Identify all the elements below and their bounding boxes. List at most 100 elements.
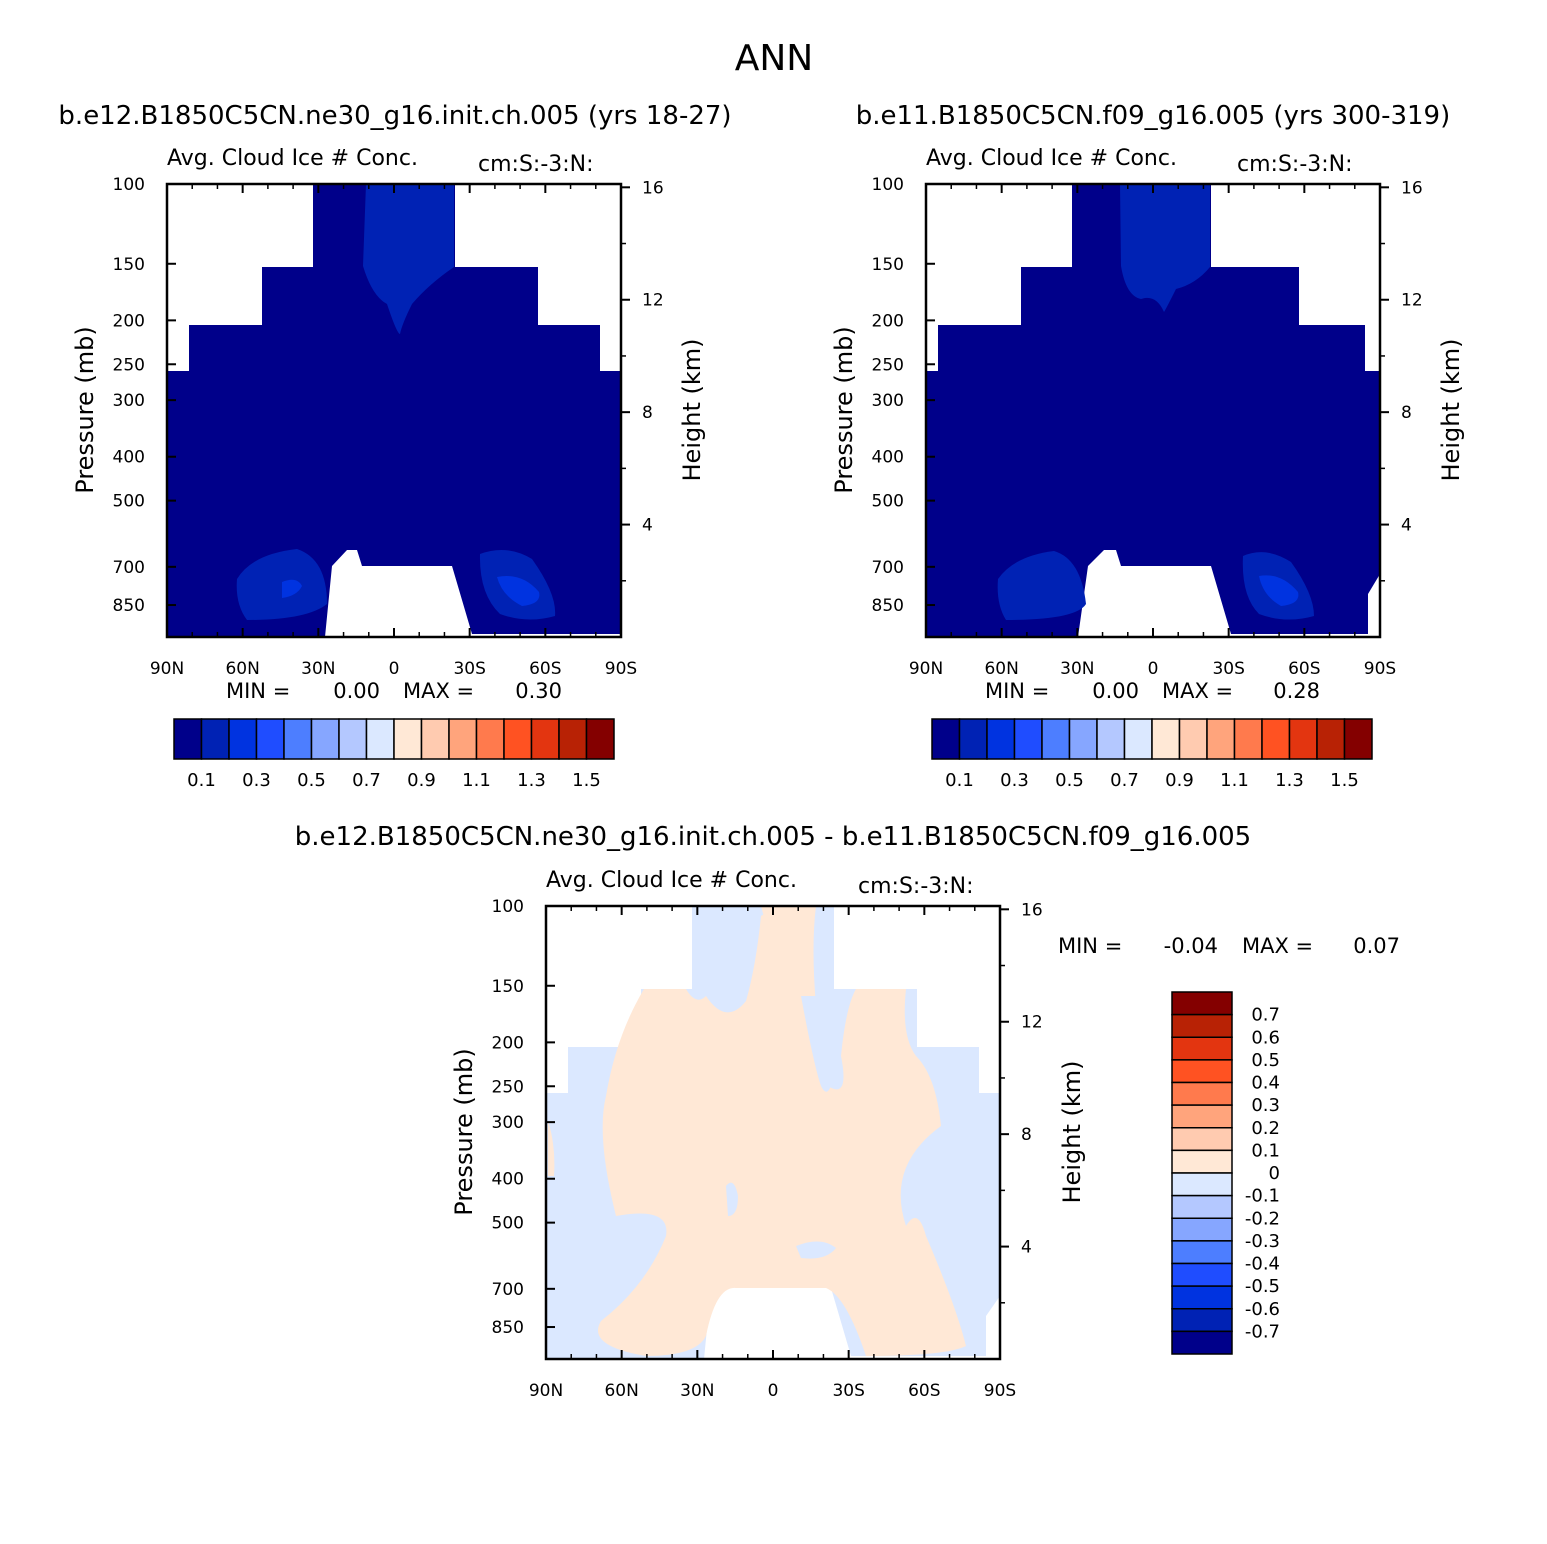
y2-tick-label: 12: [1021, 1013, 1043, 1033]
units-label: cm:S:-3:N:: [858, 874, 974, 899]
y2-tick-label: 4: [1401, 516, 1412, 536]
colorbar-box: [338, 718, 368, 760]
y2-axis: 16 12 8 4: [621, 178, 664, 582]
y2-axis: 16 12 8 4: [1000, 900, 1043, 1304]
x-tick-label: 30S: [1212, 659, 1244, 679]
colorbar-box: [1013, 718, 1043, 760]
variable-title: Avg. Cloud Ice # Conc.: [546, 868, 797, 893]
case-title: b.e11.B1850C5CN.f09_g16.005 (yrs 300-319…: [856, 101, 1450, 131]
y-axis: 100 150 200 250 300 400 500 700 850: [492, 897, 555, 1338]
y2-tick-label: 12: [642, 291, 664, 311]
max-label: MAX =: [403, 679, 474, 703]
contour-fill: [926, 184, 1380, 637]
case-title: b.e12.B1850C5CN.ne30_g16.init.ch.005 (yr…: [58, 101, 731, 131]
colorbar-box: [1343, 718, 1373, 760]
units-label: cm:S:-3:N:: [1237, 152, 1353, 177]
contour-region-4: [801, 996, 836, 1092]
colorbar-box: [1171, 1262, 1233, 1287]
y-tick-label: 300: [872, 391, 904, 411]
colorbar-box: [1316, 718, 1346, 760]
plot-area: 90N 60N 30N 0 30S 60S 90S 100 150 200 250 300 400 50…: [113, 175, 664, 679]
colorbar-label: 1.3: [517, 770, 546, 791]
colorbar-label: -0.2: [1245, 1208, 1280, 1229]
colorbar-label: -0.3: [1245, 1231, 1280, 1252]
y-tick-label: 400: [492, 1170, 524, 1190]
colorbar-box: [503, 718, 533, 760]
max-value: 0.28: [1273, 679, 1320, 703]
plot-area: 90N 60N 30N 0 30S 60S 90S 100 150 200 250 300 400 50…: [492, 897, 1043, 1401]
y-tick-label: 200: [113, 311, 145, 331]
min-value: 0.00: [1092, 679, 1139, 703]
x-tick-label: 30N: [301, 659, 335, 679]
x-axis: 90N 60N 30N 0 30S 60S 90S: [909, 184, 1396, 679]
panel-3: b.e12.B1850C5CN.ne30_g16.init.ch.005 - b…: [295, 822, 1400, 1401]
x-tick-label: 90S: [1364, 659, 1396, 679]
y-tick-label: 400: [113, 448, 145, 468]
contour-fill: [167, 184, 621, 637]
y2-tick-label: 8: [1021, 1125, 1032, 1145]
colorbar-box: [310, 718, 340, 760]
colorbar-box: [228, 718, 258, 760]
x-tick-label: 0: [1148, 659, 1159, 679]
contour-region-2: [761, 906, 797, 986]
colorbar-label: -0.4: [1245, 1254, 1280, 1275]
y-tick-label: 700: [872, 558, 904, 578]
y-axis-label: Pressure (mb): [71, 326, 99, 493]
y-tick-label: 200: [492, 1033, 524, 1053]
y2-tick-label: 8: [1401, 403, 1412, 423]
contour-region-1: [1120, 184, 1210, 312]
colorbar-box: [1171, 991, 1233, 1016]
colorbar-box: [530, 718, 560, 760]
y-axis-label: Pressure (mb): [450, 1048, 478, 1215]
panel-2: b.e11.B1850C5CN.f09_g16.005 (yrs 300-319…: [830, 101, 1465, 791]
colorbar-box: [1171, 1194, 1233, 1219]
min-value: -0.04: [1164, 934, 1218, 958]
contour-fill: [546, 906, 1000, 1359]
contour-region-4: [1259, 575, 1299, 606]
x-tick-label: 90N: [909, 659, 943, 679]
colorbar-box: [1171, 1330, 1233, 1355]
colorbar-box: [1178, 718, 1208, 760]
min-label: MIN =: [226, 679, 290, 703]
y-tick-label: 250: [872, 355, 904, 375]
y2-axis-label: Height (km): [1437, 339, 1465, 482]
y-tick-label: 500: [113, 492, 145, 512]
contour-region-5: [497, 576, 540, 606]
colorbar-box: [585, 718, 615, 760]
y-axis: 100 150 200 250 300 400 500 700 850: [872, 175, 935, 616]
contour-region-1: [598, 906, 966, 1356]
y2-tick-label: 8: [642, 403, 653, 423]
y-tick-label: 200: [872, 311, 904, 331]
colorbar-label: 1.1: [462, 770, 491, 791]
y-tick-label: 150: [113, 255, 145, 275]
colorbar-box: [1171, 1308, 1233, 1333]
colorbar-box: [1171, 1172, 1233, 1197]
x-tick-label: 90N: [150, 659, 184, 679]
colorbar-box: [558, 718, 588, 760]
colorbar-label: 1.5: [1330, 770, 1359, 791]
colorbar-box: [1233, 718, 1263, 760]
max-value: 0.07: [1353, 934, 1400, 958]
y-axis-label: Pressure (mb): [830, 326, 858, 493]
contour-region-2: [997, 551, 1086, 620]
y-tick-label: 150: [492, 977, 524, 997]
colorbar-label: 0.1: [945, 770, 974, 791]
colorbar-label: 0.3: [242, 770, 271, 791]
contour-region-3: [548, 1121, 555, 1176]
y2-tick-label: 16: [1401, 178, 1423, 198]
colorbar-label: 1.3: [1275, 770, 1304, 791]
panel-1: b.e12.B1850C5CN.ne30_g16.init.ch.005 (yr…: [58, 101, 731, 791]
x-axis: 90N 60N 30N 0 30S 60S 90S: [150, 184, 637, 679]
colorbar-label: 0.9: [1165, 770, 1194, 791]
y-tick-label: 300: [492, 1113, 524, 1133]
max-value: 0.30: [515, 679, 562, 703]
variable-title: Avg. Cloud Ice # Conc.: [926, 146, 1177, 171]
y-tick-label: 100: [492, 897, 524, 917]
y2-tick-label: 16: [1021, 900, 1043, 920]
figure-title: ANN: [735, 38, 814, 79]
colorbar-box: [448, 718, 478, 760]
max-label: MAX =: [1162, 679, 1233, 703]
colorbar-label: -0.5: [1245, 1276, 1280, 1297]
y-tick-label: 100: [872, 175, 904, 195]
min-label: MIN =: [985, 679, 1049, 703]
